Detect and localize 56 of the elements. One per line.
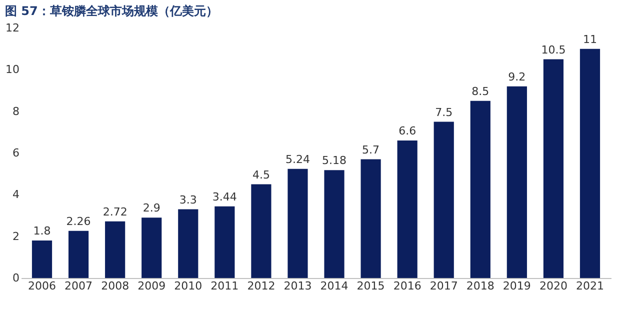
- x-tick-label: 2009: [138, 280, 166, 292]
- bar: [543, 59, 564, 278]
- x-tick-label: 2014: [320, 280, 348, 292]
- data-label: 5.24: [285, 152, 310, 166]
- x-tick-label: 2010: [174, 280, 202, 292]
- data-label: 6.6: [398, 124, 416, 138]
- x-tick-label: 2013: [284, 280, 312, 292]
- data-label: 2.72: [102, 205, 128, 218]
- data-label: 4.5: [252, 168, 270, 182]
- data-label: 2.26: [66, 214, 91, 228]
- y-tick-label: 2: [12, 230, 20, 243]
- x-tick-label: 2006: [28, 280, 56, 292]
- data-label: 7.5: [435, 106, 453, 119]
- x-tick-label: 2011: [210, 280, 239, 292]
- bar: [360, 159, 381, 278]
- data-label: 11: [582, 32, 597, 46]
- bar: [178, 209, 198, 278]
- data-label: 10.5: [541, 43, 566, 56]
- bar: [506, 86, 527, 278]
- x-tick-label: 2012: [247, 280, 276, 292]
- x-tick-label: 2017: [430, 280, 458, 292]
- bar: [288, 168, 308, 278]
- bar: [142, 218, 162, 278]
- bar: [32, 240, 52, 278]
- bar: [470, 100, 490, 278]
- data-label: 3.3: [179, 193, 197, 206]
- y-tick-label: 6: [12, 146, 20, 160]
- y-tick-label: 12: [6, 22, 20, 34]
- bar: [105, 221, 126, 278]
- y-tick-label: 10: [6, 63, 20, 76]
- bar: [68, 230, 89, 278]
- data-label: 3.44: [212, 190, 237, 204]
- chart-title: 图 57：草铵膦全球市场规模（亿美元）: [5, 4, 218, 18]
- bar: [324, 170, 344, 278]
- bar: [397, 140, 418, 278]
- y-tick-label: 0: [12, 272, 20, 284]
- bar: [434, 122, 454, 278]
- x-tick-label: 2020: [539, 280, 568, 292]
- bar: [251, 184, 272, 278]
- data-label: 9.2: [508, 70, 526, 84]
- data-label: 5.7: [362, 143, 380, 156]
- bar: [580, 48, 600, 278]
- x-tick-label: 2007: [64, 280, 93, 292]
- bar: [214, 206, 235, 278]
- data-label: 5.18: [322, 154, 347, 168]
- y-tick-label: 8: [12, 104, 20, 118]
- data-label: 1.8: [33, 224, 51, 238]
- x-tick-label: 2015: [356, 280, 385, 292]
- data-label: 8.5: [472, 84, 490, 98]
- x-tick-label: 2021: [576, 280, 604, 292]
- y-tick-label: 4: [12, 188, 20, 202]
- data-label: 2.9: [142, 202, 160, 215]
- x-tick-label: 2008: [101, 280, 130, 292]
- x-tick-label: 2016: [393, 280, 422, 292]
- x-tick-label: 2018: [466, 280, 494, 292]
- x-tick-label: 2019: [502, 280, 531, 292]
